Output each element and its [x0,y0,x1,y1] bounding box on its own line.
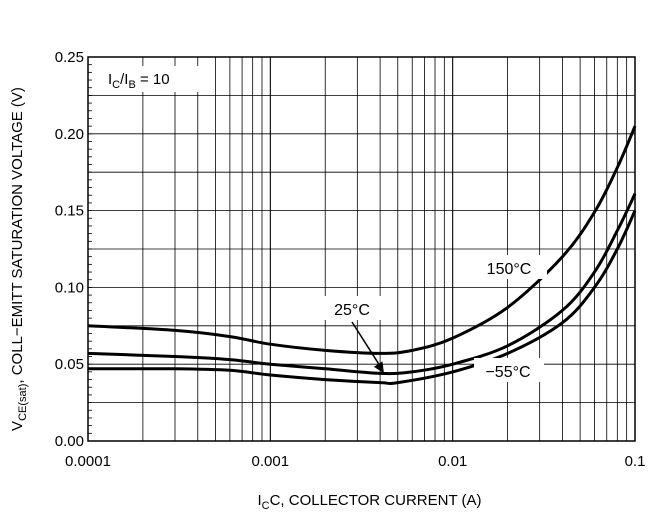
x-tick-label: 0.1 [625,453,646,470]
condition-label-background [102,66,212,92]
plot-frame [87,56,636,442]
x-axis-label-prefix: I [257,492,261,509]
label-150c-background [471,255,547,279]
y-tick-label: 0.20 [55,126,84,143]
x-axis-label: ICC, COLLECTOR CURRENT (A) [257,492,481,512]
y-tick-label: 0.15 [55,203,84,220]
tick-labels: 0.0001 0.001 0.01 0.1 0.00 0.05 0.10 0.15 0.20 0.… [55,49,646,470]
label-150c: 150°C [487,261,532,278]
label-25c-background [322,296,384,320]
y-tick-label: 0.10 [55,279,84,296]
x-axis-label-subscript: C [262,500,270,512]
y-axis-label-prefix: V [9,421,26,431]
y-tick-label: 0.05 [55,356,84,373]
label-minus55c-background [474,358,544,382]
arrow-25c-head [373,361,384,374]
x-tick-label: 0.001 [252,453,290,470]
y-tick-label: 0.25 [55,49,84,66]
x-tick-label: 0.01 [438,453,467,470]
condition-text: /I [120,71,128,88]
series-150c-curve [87,125,637,355]
curve-annotations: 150°C 25°C −55°C [322,255,547,382]
x-axis-label-text: C, COLLECTOR CURRENT (A) [270,492,482,509]
condition-text: = 10 [136,71,170,88]
series-25c-curve [87,193,637,376]
y-axis-label-subscript: CE(sat) [17,384,29,421]
data-curves [87,66,637,386]
series-minus55c-curve [87,209,637,386]
x-tick-label: 0.0001 [65,453,111,470]
arrow-25c-shaft [351,321,382,368]
condition-subscript: B [128,79,135,91]
condition-text: I [108,71,112,88]
condition-subscript: C [112,79,120,91]
y-axis-label-text: , COLL−EMITT SATURATION VOLTAGE (V) [9,87,26,384]
label-25c: 25°C [334,302,370,319]
label-minus55c: −55°C [485,364,530,381]
y-axis-label: VCE(sat), COLL−EMITT SATURATION VOLTAGE … [9,87,29,431]
condition-label: IC/IB = 10 [108,71,170,91]
y-tick-label: 0.00 [55,433,84,450]
